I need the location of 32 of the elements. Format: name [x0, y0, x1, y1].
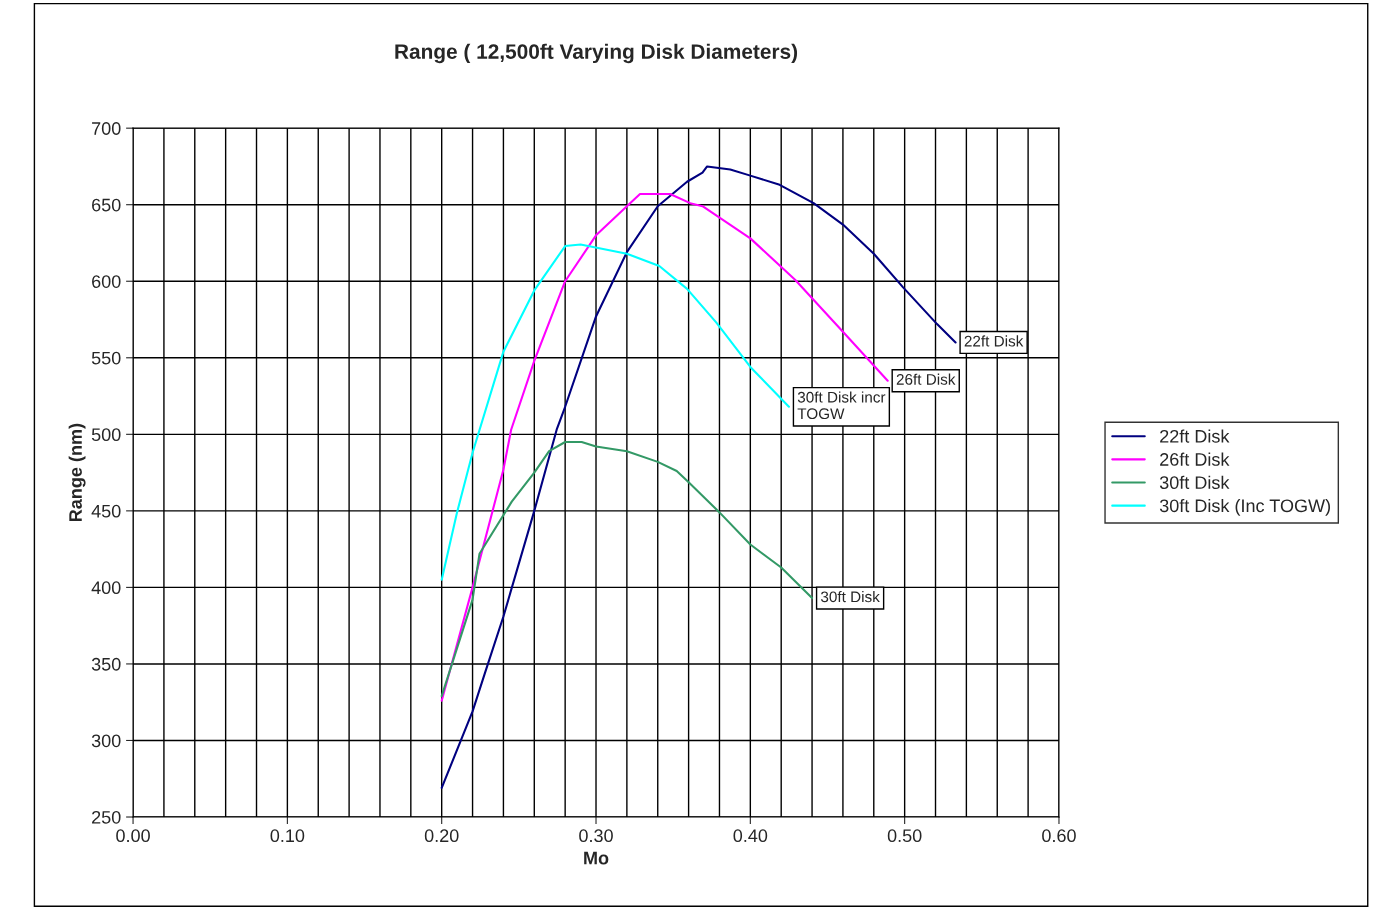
x-tick-label: 0.30 [579, 829, 613, 843]
x-tick-label: 0.50 [887, 829, 922, 843]
annotation: 26ft Disk [896, 373, 956, 385]
x-tick-label: 0.00 [116, 829, 150, 843]
annotation: 30ft Disk [820, 590, 880, 603]
x-tick-label: 0.60 [1042, 829, 1076, 843]
legend-label: 30ft Disk [1159, 475, 1230, 490]
y-tick-label: 350 [91, 657, 121, 671]
line-series [440, 243, 790, 581]
y-tick-label: 650 [92, 198, 121, 212]
legend-label: 26ft Disk [1160, 452, 1230, 466]
annotation: 22ft Disk [964, 335, 1024, 347]
y-tick-label: 700 [92, 122, 121, 135]
line-series [440, 165, 957, 789]
x-axis-title: Mo [584, 851, 609, 865]
x-tick-label: 0.10 [270, 829, 305, 843]
x-tick-label: 0.20 [424, 829, 459, 843]
y-axis-title: Range (nm) [68, 423, 86, 522]
y-tick-label: 500 [91, 428, 121, 442]
y-tick-label: 550 [91, 351, 121, 365]
x-tick-label: 0.40 [733, 829, 768, 843]
chart-title: Range ( 12,500ft Varying Disk Diameters) [395, 43, 798, 64]
y-tick-label: 600 [92, 275, 121, 288]
y-tick-label: 450 [91, 504, 121, 518]
legend-label: 22ft Disk [1160, 429, 1230, 443]
legend-label: 30ft Disk (Inc TOGW) [1159, 498, 1330, 516]
annotation: 30ft Disk incr TOGW [797, 391, 886, 420]
line-series [440, 192, 889, 702]
y-tick-label: 400 [91, 581, 121, 595]
y-tick-label: 250 [92, 810, 121, 824]
y-tick-label: 300 [91, 734, 121, 748]
line-series [440, 440, 814, 698]
